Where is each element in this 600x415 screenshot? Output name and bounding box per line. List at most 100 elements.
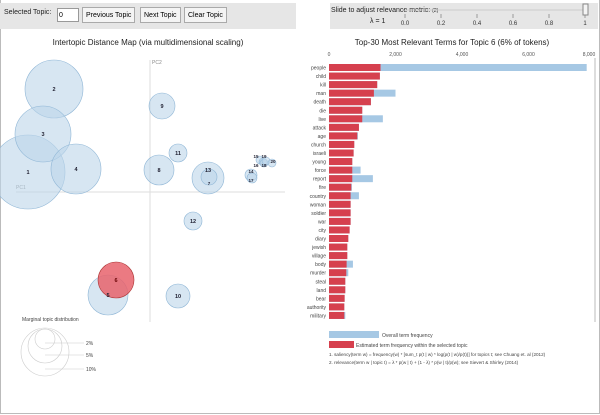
slider-tick-label: 0.8	[545, 21, 554, 27]
bar-axis-tick: 0	[328, 52, 331, 58]
slider-label: Slide to adjust relevance metric: (2)	[331, 7, 438, 15]
term-label-report[interactable]: report	[313, 177, 327, 183]
topic-circle-12[interactable]	[183, 211, 203, 231]
term-label-force[interactable]: force	[315, 168, 326, 174]
term-label-young[interactable]: young	[312, 160, 326, 166]
topic-label-7[interactable]: 7	[208, 181, 211, 186]
slider-tick-label: 0.2	[437, 21, 446, 27]
lambda-value: λ = 1	[370, 18, 386, 25]
topic-circle-8[interactable]	[143, 154, 175, 186]
topic-label-1[interactable]: 1	[26, 170, 29, 176]
topic-label-11[interactable]: 11	[175, 151, 181, 157]
topic-circle-7[interactable]	[200, 168, 218, 186]
term-label-attack[interactable]: attack	[313, 125, 327, 131]
bar-estimated-jewish	[329, 243, 348, 251]
topic-label-9[interactable]: 9	[160, 104, 163, 110]
term-label-body[interactable]: body	[315, 262, 326, 268]
legend-estimated-label: Estimated term frequency within the sele…	[356, 343, 468, 349]
topic-label-8[interactable]: 8	[157, 168, 160, 174]
bar-axis-tick: 6,000	[522, 52, 535, 58]
next-topic-button[interactable]: Next Topic	[140, 7, 181, 23]
legend-circle	[20, 327, 70, 377]
topic-label-14[interactable]: 14	[248, 169, 254, 174]
term-label-military[interactable]: military	[310, 313, 326, 319]
topic-label-2[interactable]: 2	[52, 87, 55, 93]
topic-label-10[interactable]: 10	[175, 294, 181, 300]
bar-estimated-child	[329, 72, 380, 80]
topic-label-13[interactable]: 13	[205, 168, 211, 174]
bar-estimated-fire	[329, 183, 352, 191]
topic-label-4[interactable]: 4	[74, 167, 78, 173]
term-label-country[interactable]: country	[310, 194, 327, 200]
topic-label-18[interactable]: 18	[261, 163, 267, 168]
topic-label-6[interactable]: 6	[114, 278, 117, 284]
selected-topic-label: Selected Topic:	[4, 9, 52, 16]
map-title: Intertopic Distance Map (via multidimens…	[53, 38, 244, 47]
term-label-age[interactable]: age	[318, 134, 327, 140]
selected-topic-input[interactable]	[57, 8, 79, 22]
previous-topic-button[interactable]: Previous Topic	[82, 7, 136, 23]
term-label-kill[interactable]: kill	[320, 83, 326, 89]
term-label-die[interactable]: die	[319, 108, 326, 114]
bar-estimated-bear	[329, 294, 345, 302]
topic-circle-20[interactable]	[267, 158, 277, 168]
topic-controls: Selected Topic: Previous Topic Next Topi…	[0, 3, 296, 29]
topic-label-15[interactable]: 15	[253, 154, 259, 159]
topic-label-19[interactable]: 19	[261, 154, 267, 159]
footnote-saliency: 1. saliency(term w) = frequency(w) * [su…	[329, 352, 546, 357]
term-label-village[interactable]: village	[312, 254, 326, 260]
term-label-child[interactable]: child	[316, 74, 327, 80]
term-label-woman[interactable]: woman	[310, 202, 326, 208]
term-label-live[interactable]: live	[318, 117, 326, 123]
topic-circle-6[interactable]	[97, 261, 135, 299]
topic-label-3[interactable]: 3	[41, 132, 44, 138]
bar-estimated-age	[329, 132, 358, 140]
term-label-death[interactable]: death	[313, 100, 326, 106]
term-label-bear[interactable]: bear	[316, 296, 326, 302]
term-label-city[interactable]: city	[319, 228, 327, 234]
term-label-man[interactable]: man	[316, 91, 326, 97]
legend-label: 10%	[86, 367, 97, 373]
topic-circle-17[interactable]	[246, 172, 258, 184]
topic-label-12[interactable]: 12	[190, 219, 196, 225]
slider-tick-label: 1	[583, 21, 587, 27]
footnote-relevance: 2. relevance(term w | topic t) = λ * p(w…	[329, 360, 519, 365]
term-label-steal[interactable]: steal	[315, 279, 326, 285]
term-label-authority[interactable]: authority	[307, 305, 327, 311]
bar-estimated-soldier	[329, 209, 351, 217]
bar-estimated-people	[329, 64, 381, 71]
topic-circle-3[interactable]	[14, 105, 72, 163]
term-label-jewish[interactable]: jewish	[311, 245, 326, 251]
topic-circle-4[interactable]	[50, 143, 102, 195]
bar-estimated-murder	[329, 269, 347, 277]
legend-title: Marginal topic distribution	[22, 317, 79, 323]
bar-estimated-attack	[329, 123, 359, 131]
topic-label-17[interactable]: 17	[248, 178, 254, 183]
term-label-israeli[interactable]: israeli	[313, 151, 326, 157]
legend-circle	[34, 328, 56, 350]
topic-circle-11[interactable]	[168, 143, 188, 163]
bar-estimated-young	[329, 158, 353, 166]
bar-estimated-steal	[329, 277, 346, 285]
term-label-murder[interactable]: murder	[310, 271, 326, 277]
topic-label-5[interactable]: 5	[106, 293, 109, 299]
bar-axis-tick: 8,000	[583, 52, 596, 58]
pc2-label: PC2	[152, 60, 162, 66]
topic-circle-10[interactable]	[165, 283, 191, 309]
topic-label-16[interactable]: 16	[253, 163, 259, 168]
term-label-church[interactable]: church	[311, 142, 326, 148]
clear-topic-button[interactable]: Clear Topic	[184, 7, 227, 23]
bar-estimated-report	[329, 175, 353, 183]
term-label-war[interactable]: war	[318, 219, 326, 225]
term-label-fire[interactable]: fire	[319, 185, 326, 191]
bar-estimated-authority	[329, 303, 345, 311]
term-label-diary[interactable]: diary	[315, 237, 326, 243]
term-label-soldier[interactable]: soldier	[311, 211, 326, 217]
term-label-people[interactable]: people	[311, 66, 326, 72]
term-label-land[interactable]: land	[317, 288, 327, 294]
slider-handle[interactable]	[582, 3, 589, 16]
topic-circle-9[interactable]	[148, 92, 176, 120]
topic-label-20[interactable]: 20	[270, 159, 276, 164]
slider-footnote: (2)	[432, 8, 439, 14]
